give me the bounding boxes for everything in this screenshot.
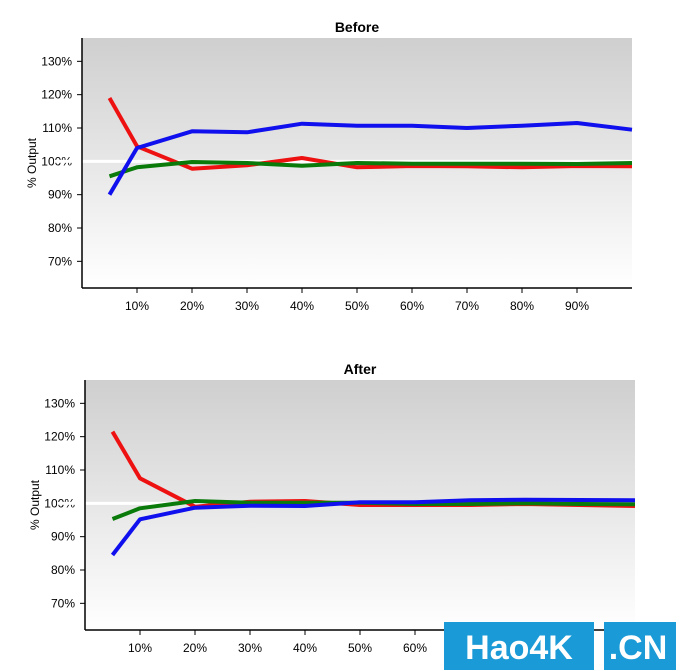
x-tick-label: 20% <box>180 299 204 313</box>
x-tick-label: 40% <box>293 641 317 655</box>
y-axis-label: % Output <box>25 137 39 188</box>
y-tick-label: 70% <box>51 596 75 610</box>
chart-before: Before % Output 70%80%90%100%110%120%130… <box>25 19 633 313</box>
series-line-1 <box>108 160 633 179</box>
series-line-2 <box>107 121 633 196</box>
chart-after: After % Output 70%80%90%100%110%120%130%… <box>28 361 636 655</box>
y-tick-label: 110% <box>42 121 72 135</box>
y-tick-label: 120% <box>41 88 72 102</box>
x-tick-label: 90% <box>565 299 589 313</box>
x-tick-label: 70% <box>455 299 479 313</box>
x-tick-label: 20% <box>183 641 207 655</box>
series-line-2 <box>110 497 636 557</box>
y-tick-label: 120% <box>44 430 75 444</box>
chart-title: After <box>344 361 377 377</box>
y-tick-label: 130% <box>41 54 72 68</box>
x-tick-label: 10% <box>128 641 152 655</box>
x-tick-label: 30% <box>235 299 259 313</box>
y-tick-label: 70% <box>48 254 72 268</box>
x-tick-label: 60% <box>400 299 424 313</box>
y-tick-label: 80% <box>51 563 75 577</box>
x-tick-labels: 10% 20% 30% 40% 50% 60% 70% 80% 90% <box>125 288 589 313</box>
watermark-suffix-text: .CN <box>609 629 668 667</box>
watermark-box <box>444 622 594 670</box>
y-tick-label: 90% <box>51 530 75 544</box>
y-tick-label: 130% <box>44 396 75 410</box>
y-tick-labels: 70%80%90%100%110%120%130% <box>44 396 85 610</box>
y-tick-label: 110% <box>45 463 75 477</box>
watermark-box-small <box>604 622 676 670</box>
watermark: Hao4K .CN <box>444 622 676 670</box>
series-lines <box>110 430 636 557</box>
x-tick-label: 80% <box>510 299 534 313</box>
series-lines <box>107 97 633 196</box>
y-tick-label: 80% <box>48 221 72 235</box>
x-tick-label: 40% <box>290 299 314 313</box>
x-tick-label: 30% <box>238 641 262 655</box>
x-tick-label: 60% <box>403 641 427 655</box>
x-tick-label: 10% <box>125 299 149 313</box>
y-axis-label: % Output <box>28 479 42 530</box>
x-tick-label: 50% <box>348 641 372 655</box>
watermark-main-text: Hao4K <box>465 629 573 667</box>
chart-title: Before <box>335 19 380 35</box>
y-tick-label: 90% <box>48 188 72 202</box>
series-line-0 <box>107 97 633 171</box>
x-tick-label: 50% <box>345 299 369 313</box>
